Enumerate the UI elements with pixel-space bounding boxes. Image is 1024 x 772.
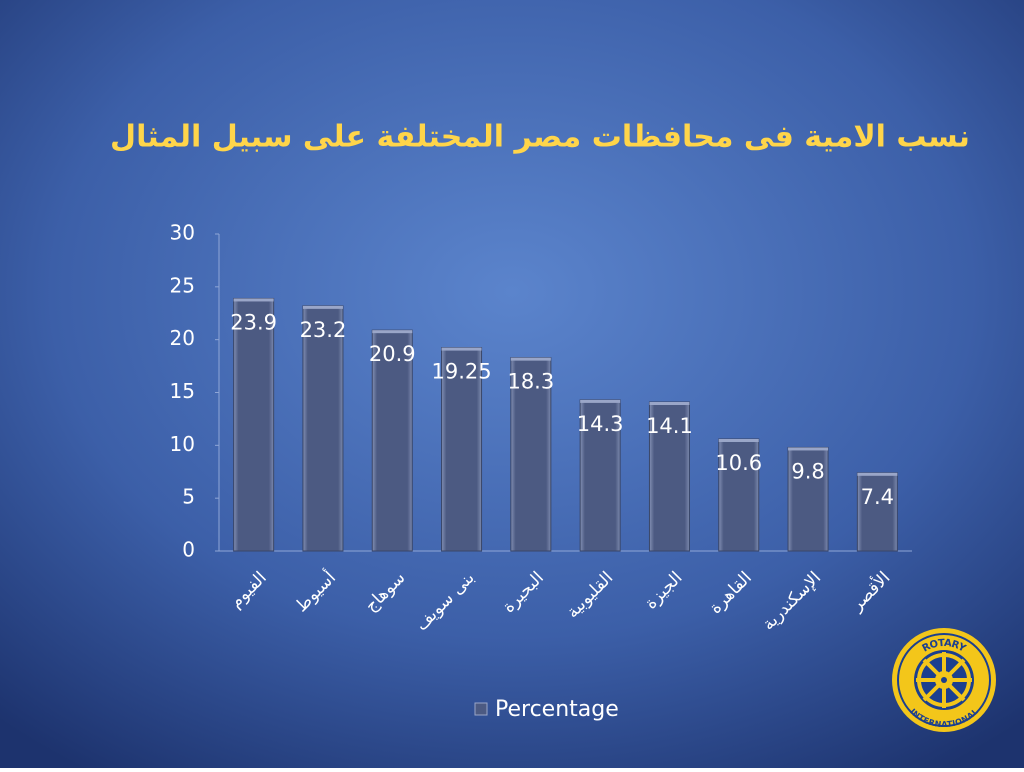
bar [579,399,621,552]
y-tick-label: 15 [170,379,195,403]
chart-title: نسب الامية فى محافظات مصر المختلفة على س… [110,120,970,155]
y-tick-label: 5 [182,485,195,509]
value-label: 23.2 [300,318,347,342]
value-label: 18.3 [507,370,554,394]
bar [648,401,690,552]
y-tick-label: 0 [182,538,195,562]
value-label: 14.1 [646,414,693,438]
bar-top [302,305,343,309]
value-label: 10.6 [715,451,762,475]
bar [856,472,898,552]
y-tick-label: 20 [170,326,195,350]
value-label: 7.4 [861,485,894,509]
value-label: 23.9 [230,310,277,334]
bar [718,438,760,552]
legend-label: Percentage [495,697,619,722]
legend-swatch [474,702,488,716]
value-label: 9.8 [791,459,824,483]
bar [302,305,344,552]
value-label: 20.9 [369,342,416,366]
bar [787,446,829,552]
value-label: 19.25 [431,360,491,384]
y-tick-label: 25 [170,273,195,297]
y-tick-label: 30 [170,221,195,245]
bar [371,329,413,552]
bar-top [649,402,690,406]
bar [233,297,275,552]
logo-top-text: ROTARY [921,638,968,655]
bar-top [580,399,621,403]
bar [441,347,483,552]
bar-top [441,347,482,351]
value-label: 14.3 [577,412,624,436]
bar-top [372,330,413,334]
bar-top [788,447,829,451]
bar-top [510,357,551,361]
logo: ROTARY INTERNATIONAL [892,628,996,732]
y-tick-label: 10 [170,432,195,456]
bar-top [233,298,274,302]
bar-top [718,438,759,442]
bar-top [857,472,898,476]
